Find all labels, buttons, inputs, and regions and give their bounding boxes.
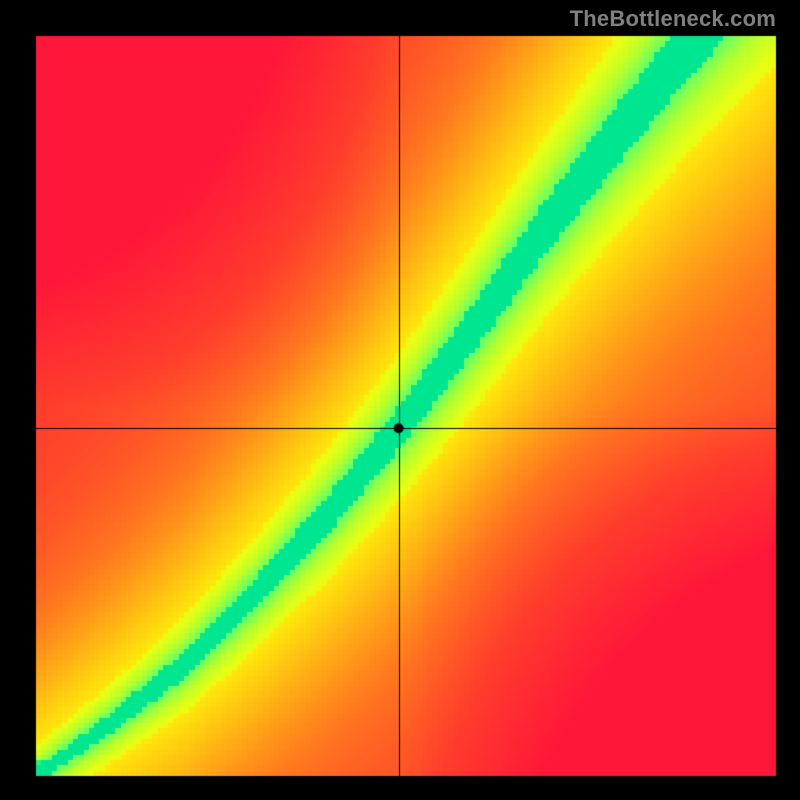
chart-container: TheBottleneck.com xyxy=(0,0,800,800)
heatmap-canvas xyxy=(0,0,800,800)
watermark-text: TheBottleneck.com xyxy=(570,6,776,32)
